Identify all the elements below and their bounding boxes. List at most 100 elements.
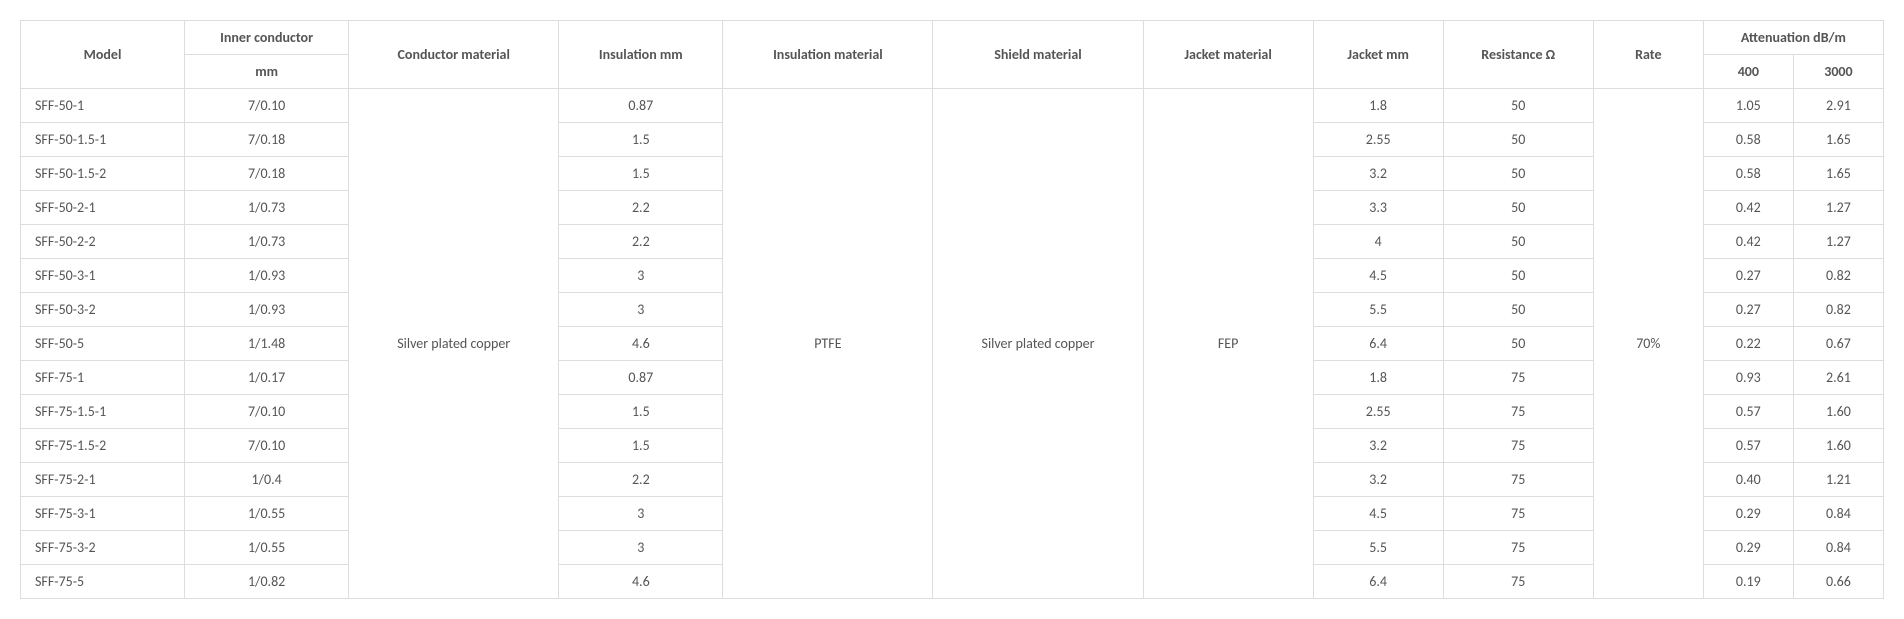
cell-inner-conductor: 7/0.10 [185,429,349,463]
cell-resistance: 75 [1443,361,1593,395]
cell-resistance: 50 [1443,123,1593,157]
cell-att-400: 0.29 [1703,531,1793,565]
cell-resistance: 50 [1443,225,1593,259]
cell-insulation-mm: 4.6 [559,565,723,599]
cell-insulation-mm: 4.6 [559,327,723,361]
cell-jacket-material: FEP [1143,89,1313,599]
cell-inner-conductor: 1/0.73 [185,191,349,225]
table-header: Model Inner conductor Conductor material… [21,21,1884,89]
cell-resistance: 75 [1443,429,1593,463]
cell-att-400: 0.40 [1703,463,1793,497]
cell-att-400: 1.05 [1703,89,1793,123]
header-att-3000: 3000 [1793,55,1883,89]
cell-inner-conductor: 7/0.18 [185,123,349,157]
cell-jacket-mm: 2.55 [1313,123,1443,157]
cell-model: SFF-75-3-2 [21,531,185,565]
cell-att-3000: 0.66 [1793,565,1883,599]
cable-spec-table: Model Inner conductor Conductor material… [20,20,1884,599]
cell-inner-conductor: 1/0.4 [185,463,349,497]
cell-att-3000: 0.84 [1793,531,1883,565]
cell-att-3000: 1.65 [1793,157,1883,191]
cell-model: SFF-50-1.5-1 [21,123,185,157]
cell-resistance: 75 [1443,463,1593,497]
cell-inner-conductor: 1/0.55 [185,531,349,565]
cell-att-3000: 1.27 [1793,191,1883,225]
cell-jacket-mm: 5.5 [1313,293,1443,327]
cell-model: SFF-75-1 [21,361,185,395]
cell-resistance: 50 [1443,259,1593,293]
cell-insulation-mm: 1.5 [559,429,723,463]
cell-inner-conductor: 1/0.82 [185,565,349,599]
cell-model: SFF-75-1.5-1 [21,395,185,429]
cell-model: SFF-50-5 [21,327,185,361]
cell-insulation-mm: 3 [559,497,723,531]
cell-resistance: 50 [1443,157,1593,191]
cell-att-400: 0.57 [1703,395,1793,429]
cell-att-400: 0.27 [1703,293,1793,327]
cell-att-3000: 1.60 [1793,429,1883,463]
cell-att-400: 0.42 [1703,225,1793,259]
cell-resistance: 50 [1443,191,1593,225]
cell-jacket-mm: 6.4 [1313,327,1443,361]
header-insulation-mm: Insulation mm [559,21,723,89]
cell-inner-conductor: 1/0.73 [185,225,349,259]
cell-att-400: 0.27 [1703,259,1793,293]
cell-insulation-mm: 3 [559,531,723,565]
cell-model: SFF-75-2-1 [21,463,185,497]
cell-conductor-material: Silver plated copper [349,89,559,599]
cell-model: SFF-50-3-1 [21,259,185,293]
cell-att-400: 0.58 [1703,123,1793,157]
cell-att-3000: 1.60 [1793,395,1883,429]
cell-resistance: 50 [1443,293,1593,327]
cell-model: SFF-50-2-2 [21,225,185,259]
cell-insulation-mm: 1.5 [559,157,723,191]
cell-inner-conductor: 1/0.93 [185,293,349,327]
cell-jacket-mm: 4.5 [1313,497,1443,531]
cell-att-400: 0.29 [1703,497,1793,531]
cell-resistance: 75 [1443,565,1593,599]
cell-att-400: 0.22 [1703,327,1793,361]
cell-resistance: 75 [1443,497,1593,531]
cell-model: SFF-75-5 [21,565,185,599]
cell-shield-material: Silver plated copper [933,89,1143,599]
cell-jacket-mm: 1.8 [1313,89,1443,123]
cell-inner-conductor: 1/1.48 [185,327,349,361]
cell-jacket-mm: 6.4 [1313,565,1443,599]
cell-insulation-material: PTFE [723,89,933,599]
table-body: SFF-50-17/0.10Silver plated copper0.87PT… [21,89,1884,599]
cell-att-3000: 0.82 [1793,293,1883,327]
cell-resistance: 75 [1443,531,1593,565]
header-jacket-mm: Jacket mm [1313,21,1443,89]
cell-model: SFF-50-3-2 [21,293,185,327]
cell-inner-conductor: 7/0.10 [185,395,349,429]
cell-jacket-mm: 3.2 [1313,429,1443,463]
cell-inner-conductor: 1/0.55 [185,497,349,531]
cell-insulation-mm: 1.5 [559,395,723,429]
cell-att-400: 0.19 [1703,565,1793,599]
cell-insulation-mm: 2.2 [559,463,723,497]
header-jacket-material: Jacket material [1143,21,1313,89]
cell-att-3000: 1.27 [1793,225,1883,259]
cell-insulation-mm: 2.2 [559,191,723,225]
cell-inner-conductor: 1/0.17 [185,361,349,395]
cell-jacket-mm: 4.5 [1313,259,1443,293]
header-rate: Rate [1593,21,1703,89]
cell-inner-conductor: 1/0.93 [185,259,349,293]
cell-jacket-mm: 4 [1313,225,1443,259]
cell-inner-conductor: 7/0.18 [185,157,349,191]
cell-insulation-mm: 3 [559,259,723,293]
cell-resistance: 75 [1443,395,1593,429]
cell-inner-conductor: 7/0.10 [185,89,349,123]
header-shield-material: Shield material [933,21,1143,89]
header-inner-conductor-line2: mm [185,55,349,89]
cell-model: SFF-50-1.5-2 [21,157,185,191]
cell-att-3000: 0.84 [1793,497,1883,531]
cell-att-3000: 1.21 [1793,463,1883,497]
cell-insulation-mm: 3 [559,293,723,327]
cell-resistance: 50 [1443,89,1593,123]
cell-att-3000: 0.67 [1793,327,1883,361]
cell-att-3000: 2.61 [1793,361,1883,395]
cell-att-3000: 2.91 [1793,89,1883,123]
header-att-400: 400 [1703,55,1793,89]
header-attenuation: Attenuation dB/m [1703,21,1883,55]
